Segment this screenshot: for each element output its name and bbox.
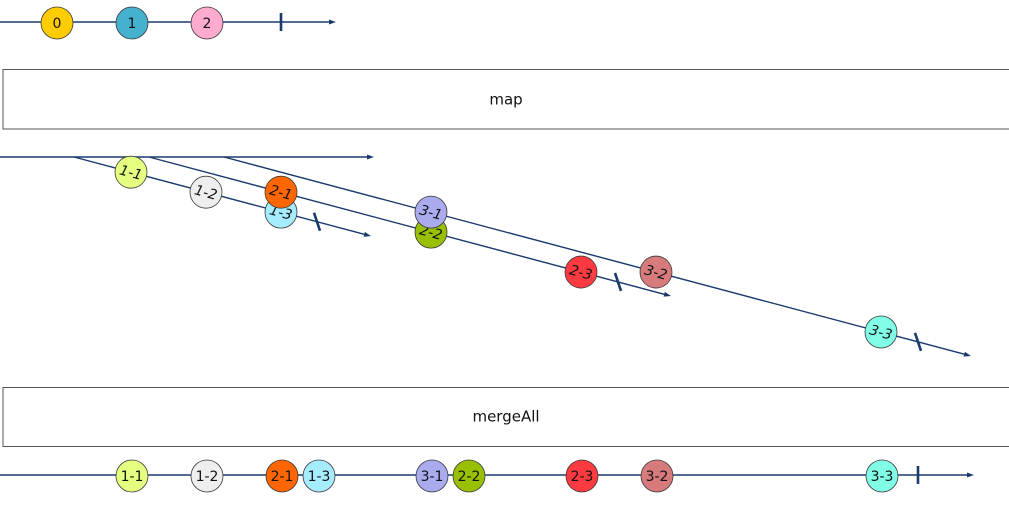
output-marble-2-1-label: 2-1: [271, 469, 294, 485]
output-marble-1-3-label: 1-3: [308, 469, 331, 485]
output-marble-2-2-label: 2-2: [458, 469, 481, 485]
output-marble-1-3: 1-3: [302, 459, 336, 493]
source-marble-0-label: 0: [53, 16, 62, 32]
inner-stream-1-complete-marker: [312, 212, 322, 232]
output-marble-3-1: 3-1: [415, 459, 449, 493]
output-marble-2-2: 2-2: [452, 459, 486, 493]
inner-stream-3-complete-marker: [913, 332, 923, 352]
map-operator-label: map: [489, 91, 522, 109]
inner-marble-2-3-label: 2-3: [568, 262, 594, 283]
inner-marble-2-1-label: 2-1: [268, 182, 294, 203]
inner-marble-2-2-label: 2-2: [418, 222, 444, 243]
source-marble-0: 0: [40, 6, 74, 40]
source-timeline: 0 1 2: [0, 6, 336, 40]
source-marble-2: 2: [190, 6, 224, 40]
source-marble-1: 1: [115, 6, 149, 40]
inner-marble-1-2: 1-2: [189, 175, 223, 209]
inner-marble-3-1-label: 3-1: [418, 202, 444, 223]
inner-marble-2-1: 2-1: [264, 175, 298, 209]
source-marble-2-label: 2: [203, 16, 212, 32]
output-marble-1-1-label: 1-1: [121, 469, 144, 485]
output-marble-1-2: 1-2: [190, 459, 224, 493]
output-marble-3-2: 3-2: [640, 459, 674, 493]
inner-marble-3-1: 3-1: [414, 195, 448, 229]
inner-marble-1-1: 1-1: [114, 155, 148, 189]
output-marble-3-1-label: 3-1: [421, 469, 444, 485]
source-marble-1-label: 1: [128, 16, 137, 32]
output-marble-2-3-label: 2-3: [571, 469, 594, 485]
higher-order-timeline: [0, 154, 374, 160]
output-marble-1-1: 1-1: [115, 459, 149, 493]
inner-marble-1-1-label: 1-1: [118, 162, 144, 183]
inner-marble-3-2: 3-2: [639, 255, 673, 289]
output-timeline: 1-1 1-2 2-1 1-3 3-1 2-2 2-3 3-2 3-3: [0, 459, 974, 493]
output-marble-1-2-label: 1-2: [196, 469, 219, 485]
inner-stream-2-complete-marker: [613, 272, 623, 292]
inner-marble-3-3: 3-3: [864, 315, 898, 349]
inner-stream-3: [223, 156, 971, 357]
output-marble-2-1: 2-1: [265, 459, 299, 493]
inner-marble-3-2-label: 3-2: [643, 262, 669, 283]
output-marble-3-3: 3-3: [865, 459, 899, 493]
inner-marble-1-2-label: 1-2: [193, 182, 219, 203]
inner-marble-1-3-label: 1-3: [268, 202, 294, 223]
output-marble-3-3-label: 3-3: [871, 469, 894, 485]
output-marble-3-2-label: 3-2: [646, 469, 669, 485]
output-marble-2-3: 2-3: [565, 459, 599, 493]
inner-marble-2-3: 2-3: [564, 255, 598, 289]
mergeall-operator-label: mergeAll: [472, 408, 539, 426]
inner-marble-3-3-label: 3-3: [868, 322, 894, 343]
map-operator-box: map: [2, 69, 1009, 130]
mergeall-operator-box: mergeAll: [2, 387, 1009, 447]
